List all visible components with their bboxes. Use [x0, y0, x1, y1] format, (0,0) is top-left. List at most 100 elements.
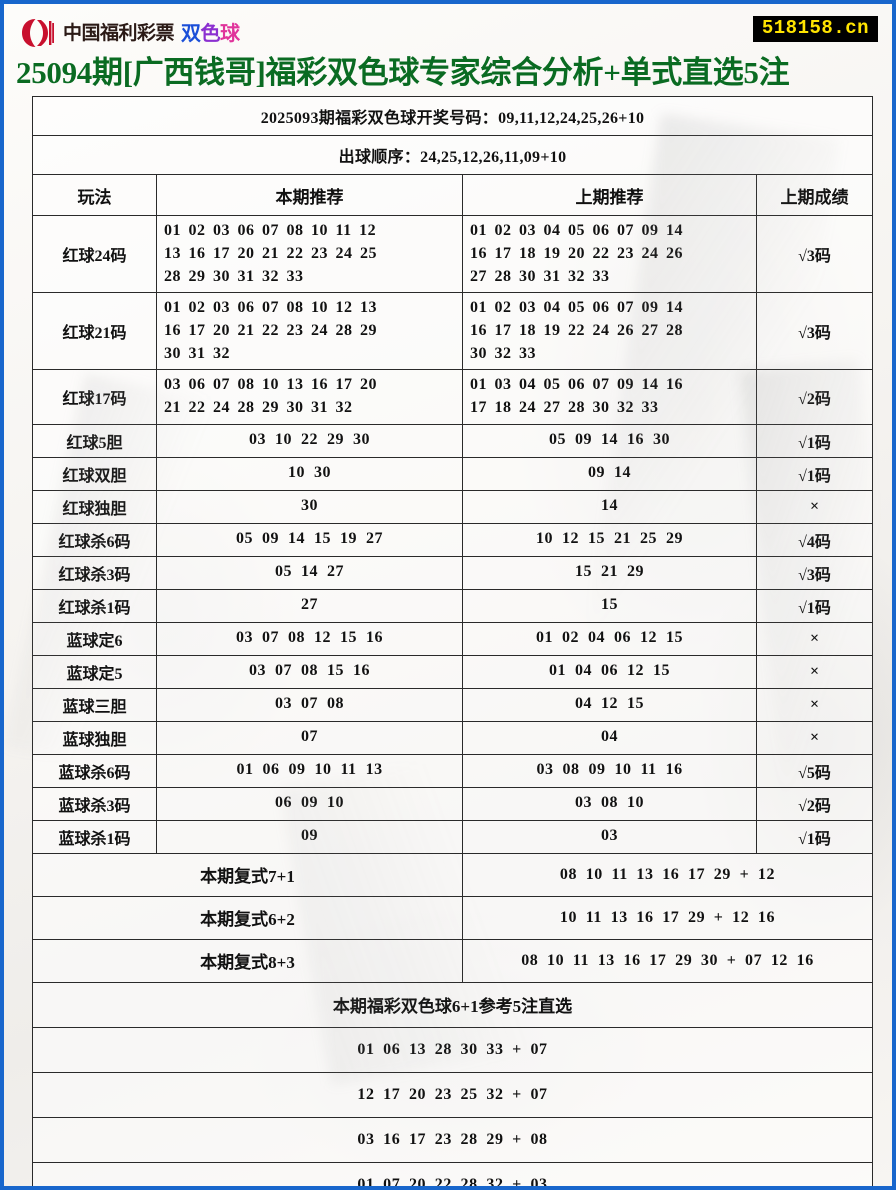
brand-lockup: 中国福利彩票 双色球	[20, 17, 240, 49]
number-chip: 17	[470, 399, 487, 417]
number-chip: 09	[588, 464, 605, 482]
current-recommendation: 05 14 27	[156, 555, 463, 590]
compound-label: 本期复式6+2	[32, 895, 463, 940]
number-chip: 30	[653, 431, 670, 449]
number-chip: 16	[366, 629, 383, 647]
number-chip: 23	[311, 244, 328, 262]
previous-recommendation: 04	[462, 720, 757, 755]
picks-heading-row: 本期福彩双色球6+1参考5注直选	[31, 981, 874, 1028]
current-recommendation: 27	[156, 588, 463, 623]
number-chip: 03	[601, 827, 618, 845]
number-chip: 01	[470, 222, 487, 240]
current-recommendation: 05 09 14 15 19 27	[156, 522, 463, 557]
number-chip: 05	[236, 530, 253, 548]
number-chip: 20	[213, 321, 230, 339]
number-chip: 10	[614, 761, 632, 779]
number-chip: 10	[327, 794, 344, 812]
number-chip: 33	[592, 267, 610, 285]
number-chip: 01	[470, 299, 487, 317]
current-recommendation: 03 07 08 12 15 16	[156, 621, 463, 656]
number-chip: 25	[640, 530, 657, 548]
number-chip: 07	[262, 222, 279, 240]
previous-recommendation: 03 08 10	[462, 786, 757, 821]
number-chip: 22	[262, 321, 279, 339]
previous-score: √5码	[755, 753, 874, 788]
number-chip: 06	[601, 662, 618, 680]
number-chip: 33	[519, 344, 536, 362]
number-chip: 15	[575, 563, 592, 581]
draw-result-text: 2025093期福彩双色球开奖号码：09,11,12,24,25,26+10	[31, 96, 874, 137]
number-chip: 31	[311, 399, 328, 417]
number-chip: 15	[327, 662, 344, 680]
table-row: 红球独胆 30 14 ×	[32, 489, 874, 524]
number-chip: 14	[666, 222, 683, 240]
table-row: 蓝球杀6码 01 06 09 10 11 13 03 08 09 10 11 16 √…	[32, 753, 874, 788]
compound-label: 本期复式7+1	[32, 852, 463, 897]
number-chip: 24	[519, 399, 536, 417]
number-chip: 05	[543, 376, 561, 394]
number-chip: 09	[301, 794, 318, 812]
compound-numbers: 08 10 11 13 16 17 29 30 + 07 12 16	[461, 938, 874, 983]
compound-label: 本期复式8+3	[32, 938, 463, 983]
ball-order-row: 出球顺序：24,25,12,26,11,09+10	[31, 135, 874, 176]
previous-recommendation: 01 04 06 12 15	[462, 654, 757, 689]
number-chip: 30	[353, 431, 370, 449]
number-chip: 27	[366, 530, 383, 548]
number-chip: 02	[494, 222, 512, 240]
number-chip: 11	[640, 761, 657, 779]
number-chip: 29	[627, 563, 644, 581]
number-chip: 15	[340, 629, 357, 647]
current-recommendation: 01 02 03 06 07 08 10 12 13 16 17 20 21 22…	[156, 292, 463, 371]
number-chip: 15	[666, 629, 683, 647]
number-chip: 30	[470, 344, 487, 362]
play-type-label: 红球杀6码	[32, 522, 157, 557]
number-chip: 07	[301, 695, 318, 713]
number-chip: 32	[262, 267, 279, 285]
number-chip: 05	[568, 299, 585, 317]
table-row: 红球杀6码 05 09 14 15 19 27 10 12 15 21 25 29 √…	[32, 522, 874, 557]
number-chip: 03	[275, 695, 292, 713]
compound-numbers: 10 11 13 16 17 29 + 12 16	[461, 895, 874, 940]
current-recommendation: 01 06 09 10 11 13	[156, 753, 463, 788]
product-char-3: 球	[220, 21, 240, 45]
number-chip: 31	[237, 267, 255, 285]
number-chip: 03	[213, 222, 230, 240]
number-chip: 03	[249, 431, 266, 449]
table-row: 红球杀1码 27 15 √1码	[32, 588, 874, 623]
number-chip: 33	[286, 267, 304, 285]
number-chip: 23	[617, 244, 634, 262]
previous-score: √2码	[755, 786, 874, 821]
play-type-label: 红球5胆	[32, 423, 157, 458]
number-chip: 32	[335, 399, 353, 417]
number-chip: 04	[588, 629, 605, 647]
number-chip: 21	[614, 530, 631, 548]
site-badge[interactable]: 518158.cn	[752, 16, 878, 42]
pick-numbers: 01 06 13 28 30 33 + 07	[31, 1026, 874, 1073]
number-chip: 05	[568, 222, 585, 240]
previous-recommendation: 03 08 09 10 11 16	[462, 753, 757, 788]
number-chip: 09	[641, 299, 659, 317]
previous-recommendation: 15	[462, 588, 757, 623]
number-chip: 14	[601, 431, 618, 449]
compound-row: 本期复式7+1 08 10 11 13 16 17 29 + 12	[32, 852, 874, 897]
current-recommendation: 07	[156, 720, 463, 755]
number-chip: 10	[627, 794, 644, 812]
number-chip: 29	[262, 399, 279, 417]
number-chip: 01	[549, 662, 566, 680]
number-chip: 12	[627, 662, 644, 680]
number-chip: 17	[335, 376, 353, 394]
number-chip: 17	[213, 244, 230, 262]
number-chip: 08	[327, 695, 344, 713]
play-type-label: 红球24码	[32, 215, 157, 294]
number-chip: 13	[365, 761, 383, 779]
number-chip: 09	[262, 530, 279, 548]
number-chip: 03	[519, 299, 536, 317]
number-chip: 28	[237, 399, 255, 417]
number-chip: 07	[301, 728, 318, 746]
number-chip: 29	[666, 530, 683, 548]
number-chip: 04	[575, 695, 592, 713]
number-chip: 32	[617, 399, 634, 417]
number-chip: 15	[627, 695, 644, 713]
previous-score: √1码	[755, 588, 874, 623]
number-chip: 24	[335, 244, 353, 262]
